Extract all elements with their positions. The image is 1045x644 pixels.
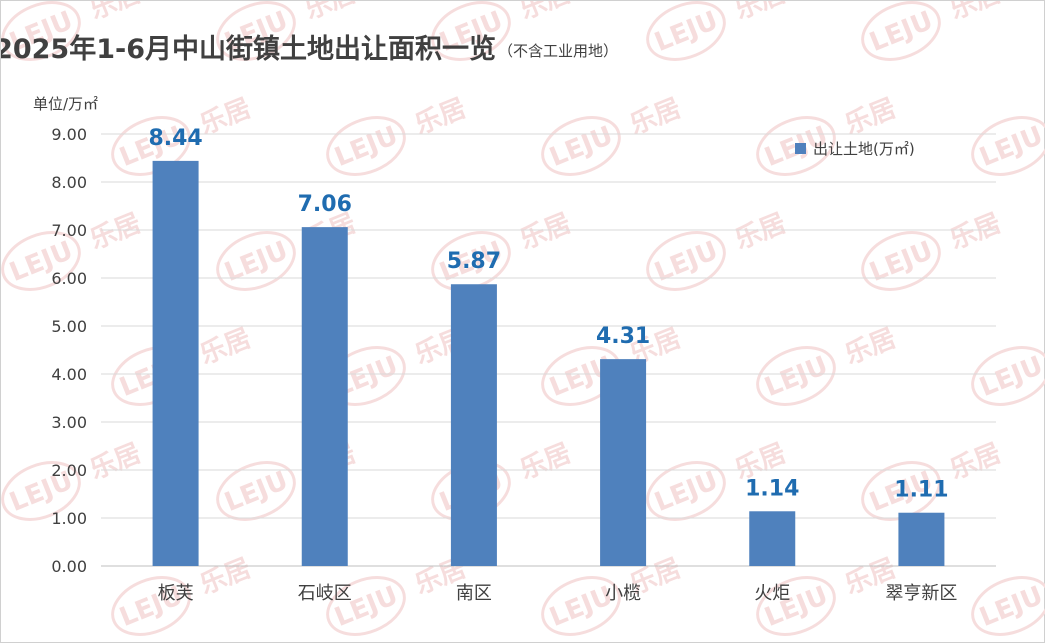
y-tick-label: 5.00 [51,317,87,336]
legend-swatch [795,143,806,154]
x-tick-label: 石岐区 [298,583,352,604]
gridlines [101,133,996,567]
bar [600,359,647,566]
y-axis-label: 单位/万㎡ [33,95,98,113]
bar [898,512,945,566]
y-tick-label: 2.00 [51,461,87,480]
legend: 出让土地(万㎡) [795,140,915,158]
x-axis-ticks: 板芙 石岐区 南区 小榄 火炬 翠亨新区 [158,583,958,604]
data-label: 1.11 [894,478,948,503]
chart-title: 2025年1-6月中山街镇土地出让面积一览 [1,33,496,65]
data-label: 5.87 [447,249,501,274]
watermark-text: 乐居 [516,208,575,255]
watermark-logo: LEJU [976,121,1045,173]
bar [749,511,796,566]
data-label: 8.44 [148,126,202,151]
bar [301,227,348,566]
y-tick-label: 0.00 [51,557,87,576]
watermark-text: 乐居 [946,1,1005,26]
data-label: 7.06 [298,192,352,217]
data-labels: 8.44 7.06 5.87 4.31 1.14 1.11 [148,126,948,503]
x-tick-label: 南区 [456,583,492,604]
watermark-text: 乐居 [301,1,360,26]
y-tick-label: 7.00 [51,221,87,240]
bar [152,160,199,566]
data-label: 1.14 [745,476,799,501]
y-axis-ticks: 0.00 1.00 2.00 3.00 4.00 5.00 6.00 7.00 8.00 9.00 [51,125,87,576]
bars [152,160,945,566]
watermark-text: 乐居 [86,208,145,255]
watermark-text: 乐居 [86,438,145,485]
watermark-text: 乐居 [516,1,575,26]
y-tick-label: 8.00 [51,173,87,192]
y-tick-label: 3.00 [51,413,87,432]
y-tick-label: 6.00 [51,269,87,288]
watermark-text: 乐居 [731,208,790,255]
legend-entry: 出让土地(万㎡) [813,140,915,158]
chart-subtitle: （不含工业用地） [498,42,618,60]
x-tick-label: 翠亨新区 [885,583,957,604]
y-tick-label: 4.00 [51,365,87,384]
watermark-text: 乐居 [841,323,900,370]
watermark-text: 乐居 [86,1,145,26]
y-tick-label: 9.00 [51,125,87,144]
watermark-text: 乐居 [946,208,1005,255]
watermark-logo: LEJU [976,581,1045,633]
watermark-text: 乐居 [196,553,255,600]
watermark-text: 乐居 [516,438,575,485]
watermark-text: 乐居 [731,1,790,26]
data-label: 4.31 [596,324,650,349]
x-tick-label: 小榄 [605,583,641,604]
watermark-text: 乐居 [196,323,255,370]
y-tick-label: 1.00 [51,509,87,528]
bar [450,284,497,566]
x-tick-label: 火炬 [754,583,790,604]
watermark-logo: LEJU [976,351,1045,403]
watermark-text: 乐居 [946,438,1005,485]
x-tick-label: 板芙 [158,583,194,604]
